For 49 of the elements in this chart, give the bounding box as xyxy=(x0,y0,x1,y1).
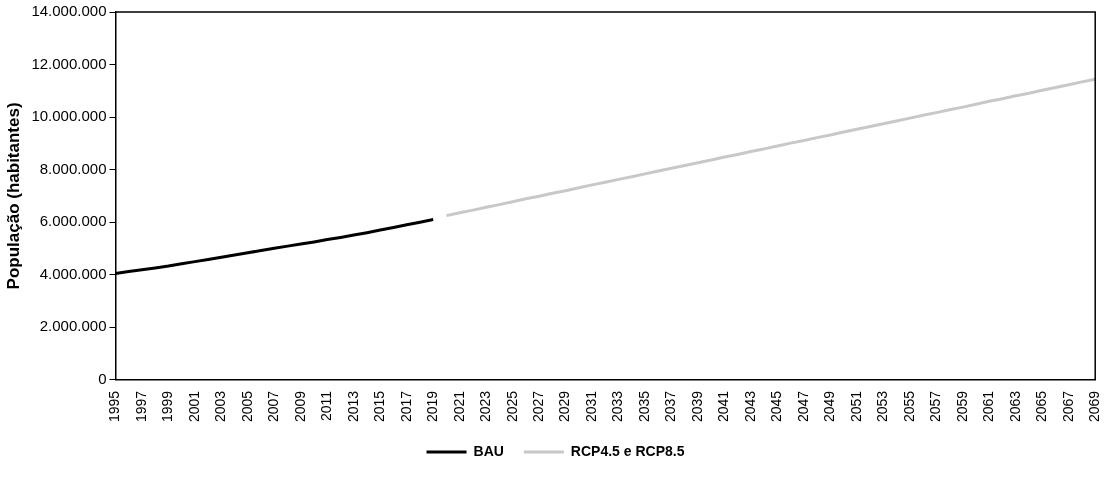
y-tick-label: 8.000.000 xyxy=(39,159,107,177)
x-tick-label: 2011 xyxy=(318,390,335,421)
y-axis-title: População (habitantes) xyxy=(3,102,23,290)
y-tick-label: 10.000.000 xyxy=(31,107,107,125)
x-tick-label: 1997 xyxy=(132,390,149,423)
x-tick-label: 2065 xyxy=(1033,390,1050,423)
x-tick-label: 2027 xyxy=(530,390,546,423)
x-tick-label: 2047 xyxy=(794,390,811,423)
y-tick-label: 14.000.000 xyxy=(31,2,107,20)
x-tick-label: 2021 xyxy=(450,390,467,423)
x-tick-label: 2003 xyxy=(212,390,229,423)
x-tick-label: 2039 xyxy=(688,390,705,423)
x-tick-label: 2059 xyxy=(953,390,970,423)
x-tick-label: 2043 xyxy=(741,390,758,423)
x-tick-label: 2023 xyxy=(477,390,494,423)
x-tick-label: 2033 xyxy=(609,390,626,423)
x-tick-label: 2001 xyxy=(185,390,202,423)
x-tick-label: 1999 xyxy=(159,390,176,423)
x-tick-label: 2061 xyxy=(980,390,997,423)
legend-label: BAU xyxy=(473,442,504,459)
y-tick-label: 0 xyxy=(98,370,107,387)
x-tick-label: 2009 xyxy=(291,390,308,423)
x-tick-label: 2017 xyxy=(397,390,414,423)
y-tick-label: 12.000.000 xyxy=(31,54,107,72)
y-tick-label: 4.000.000 xyxy=(39,264,107,282)
x-tick-label: 2025 xyxy=(503,390,520,423)
x-tick-label: 2035 xyxy=(635,390,652,423)
x-tick-label: 2029 xyxy=(556,390,573,423)
x-tick-label: 2067 xyxy=(1059,390,1076,423)
x-tick-label: 2051 xyxy=(847,390,864,423)
x-tick-label: 1995 xyxy=(106,390,123,423)
x-tick-label: 2015 xyxy=(371,390,388,423)
x-tick-label: 2049 xyxy=(821,390,838,423)
x-tick-label: 2069 xyxy=(1086,390,1103,423)
x-tick-label: 2063 xyxy=(1006,390,1023,423)
x-tick-label: 2019 xyxy=(424,390,441,423)
x-tick-label: 2041 xyxy=(715,390,732,423)
x-tick-label: 2053 xyxy=(874,390,891,423)
x-tick-label: 2057 xyxy=(927,390,944,423)
x-tick-label: 2005 xyxy=(238,390,255,423)
y-tick-label: 2.000.000 xyxy=(39,317,107,335)
x-tick-label: 2013 xyxy=(344,390,361,423)
y-tick-label: 6.000.000 xyxy=(39,212,107,230)
legend-label: RCP4.5 e RCP8.5 xyxy=(570,442,685,459)
x-tick-label: 2037 xyxy=(662,390,679,423)
x-tick-label: 2007 xyxy=(265,390,282,423)
x-tick-label: 2055 xyxy=(900,390,917,423)
x-tick-label: 2045 xyxy=(768,390,785,423)
x-tick-label: 2031 xyxy=(582,390,599,423)
